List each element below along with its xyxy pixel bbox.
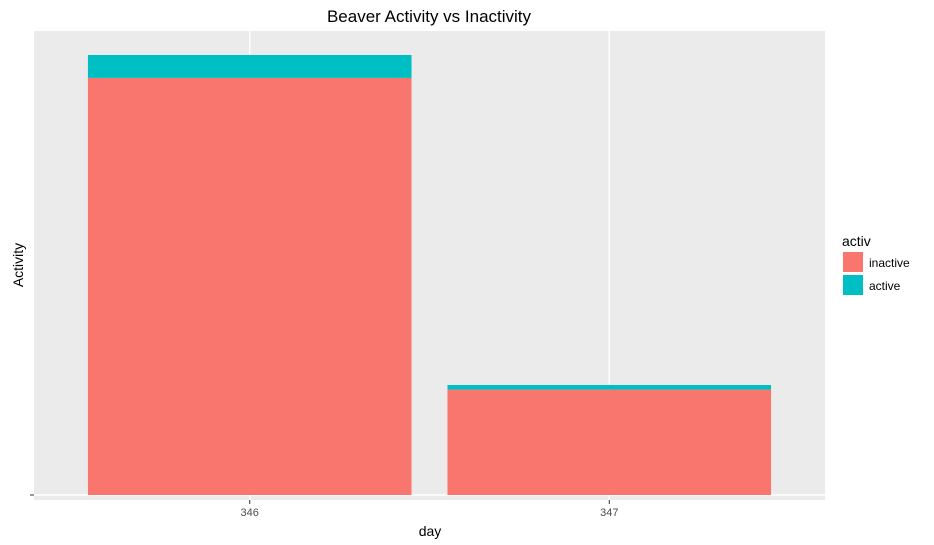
y-axis-title: Activity bbox=[10, 243, 26, 287]
bar-active bbox=[447, 385, 772, 390]
legend-key-inactive bbox=[843, 252, 863, 272]
legend-title: activ bbox=[842, 233, 871, 249]
bar-inactive bbox=[87, 77, 412, 496]
chart-title: Beaver Activity vs Inactivity bbox=[327, 7, 532, 26]
legend-key-active bbox=[843, 275, 863, 295]
x-tick-label: 347 bbox=[600, 507, 618, 519]
legend-label-active: active bbox=[869, 279, 901, 293]
axes: 346 347 bbox=[30, 494, 618, 519]
bar-inactive bbox=[447, 389, 772, 495]
x-axis-title: day bbox=[419, 523, 442, 539]
x-tick-label: 346 bbox=[241, 507, 259, 519]
legend-label-inactive: inactive bbox=[869, 256, 910, 270]
legend: activ inactive active bbox=[842, 233, 910, 295]
bars bbox=[87, 55, 772, 496]
bar-active bbox=[87, 55, 412, 78]
